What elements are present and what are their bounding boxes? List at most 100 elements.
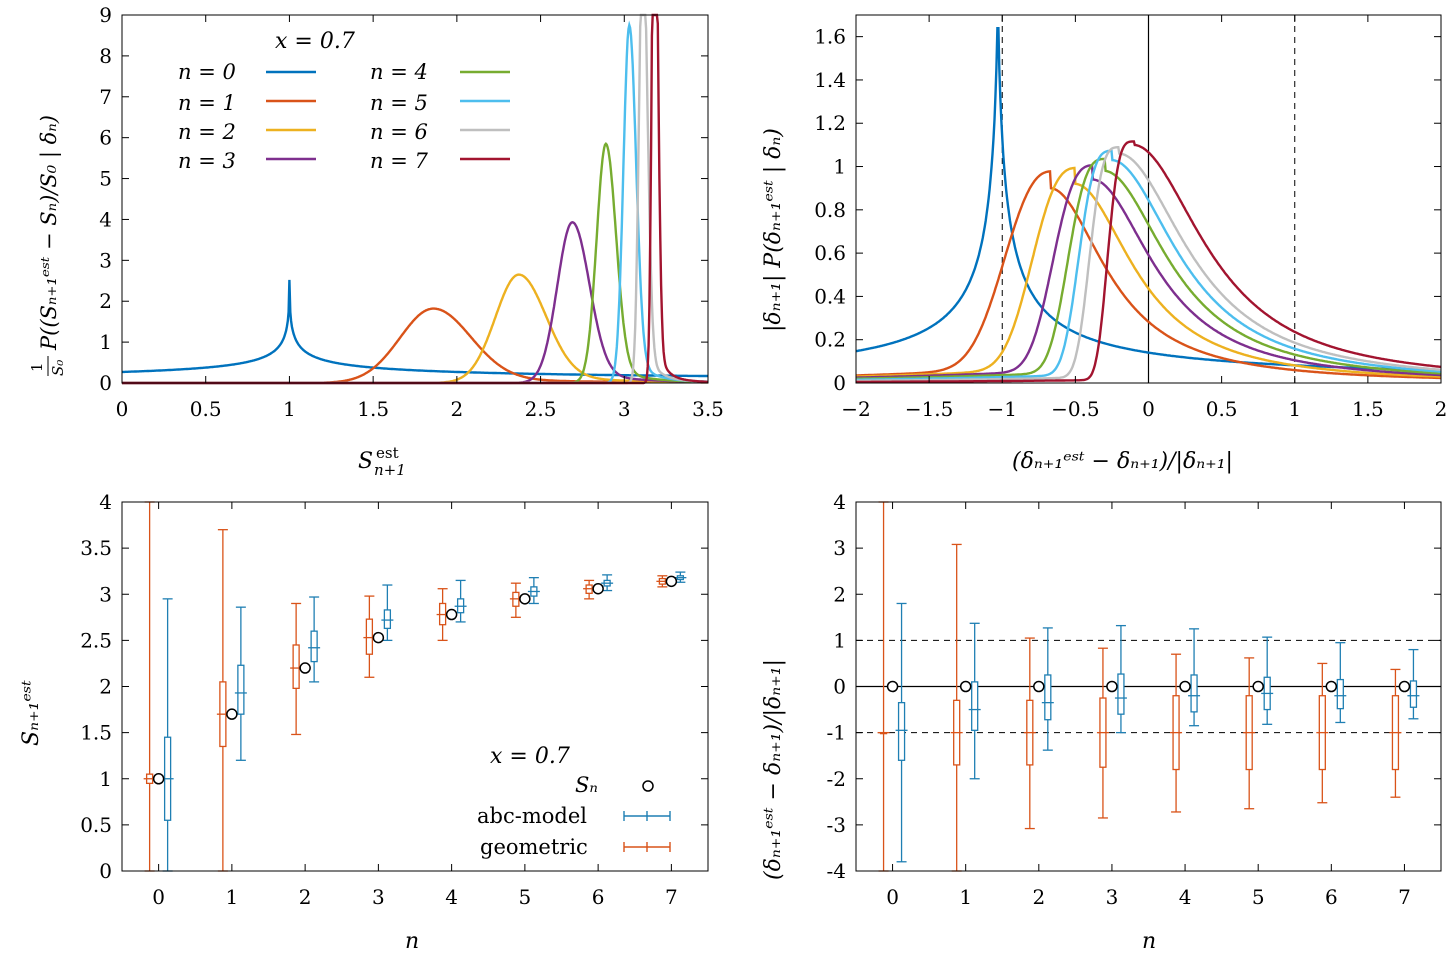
p1-ytick-label: 6 <box>99 126 112 150</box>
abc-model-box <box>383 609 392 630</box>
p4-ytick-label: -3 <box>827 813 846 837</box>
p2-xtick-label: −1.5 <box>905 397 954 421</box>
p2-xtick-label: 0 <box>1142 397 1155 421</box>
p4-ytick-label: 3 <box>833 536 846 560</box>
sn-marker <box>226 708 238 720</box>
panel-bottom-right: 0 1 2 3 4 5 6 7 -4 -3 -2 -1 0 1 2 3 4 n (δₙ₊₁ᵉˢᵗ − δₙ₊₁)… <box>761 490 1442 954</box>
p3-marks <box>143 501 687 872</box>
p3-legend-sn: Sₙ <box>575 773 598 797</box>
p1-legend-n7: n = 7 <box>370 149 428 173</box>
p2-curve-n2 <box>856 166 1442 378</box>
p3-xtick-label: 0 <box>152 885 165 909</box>
panel-bottom-left: 0 1 2 3 4 5 6 7 0 0.5 1 1.5 2 2.5 3 3.5 4 n Sₙ₊₁ᵉˢᵗ x = … <box>19 490 709 954</box>
p3-ytick-label: 1 <box>99 767 112 791</box>
p1-xlabel: S est n+1 <box>358 444 406 479</box>
sn-marker <box>592 582 604 595</box>
abc-model-box <box>897 701 906 761</box>
p2-ytick-label: 0.8 <box>814 198 846 222</box>
p3-ytick-label: 0 <box>99 859 112 883</box>
p3-ytick-label: 0.5 <box>80 813 112 837</box>
p4-xtick-label: 1 <box>959 885 972 909</box>
p4-ytick-label: 1 <box>833 628 846 652</box>
p3-ytick-label: 2 <box>99 675 112 699</box>
p1-ytick-label: 9 <box>99 3 112 27</box>
p4-xtick-label: 5 <box>1252 885 1265 909</box>
p2-xtick-label: −2 <box>841 397 870 421</box>
p1-ytick-label: 2 <box>99 289 112 313</box>
abc-model-box <box>1409 680 1418 708</box>
p1-ylabel: 1 S₀ P((Sₙ₊₁ᵉˢᵗ − Sₙ)/S₀ | δₙ) <box>28 115 67 376</box>
p1-ytick-label: 5 <box>99 167 112 191</box>
p1-legend-n3: n = 3 <box>178 149 236 173</box>
p1-legend-n6: n = 6 <box>370 120 428 144</box>
p1-annotation: x = 0.7 <box>275 29 355 54</box>
p2-xtick-label: 0.5 <box>1206 397 1238 421</box>
p3-xtick-label: 5 <box>519 885 532 909</box>
p4-xtick-label: 2 <box>1032 885 1045 909</box>
panel-top-left: 0 0.5 1 1.5 2 2.5 3 3.5 0 1 2 3 4 5 6 7 8 9 x = 0.7 n = 0… <box>28 3 724 479</box>
p4-ytick-label: 0 <box>833 675 846 699</box>
p1-legend-n5: n = 5 <box>370 91 428 115</box>
p1-ylabel-text: P((Sₙ₊₁ᵉˢᵗ − Sₙ)/S₀ | δₙ) <box>37 115 62 351</box>
p1-xtick-label: 2 <box>450 397 463 421</box>
p3-xtick-label: 1 <box>226 885 239 909</box>
p3-legend-abc: abc-model <box>477 804 587 828</box>
p1-ytick-label: 0 <box>99 371 112 395</box>
p3-xtick-label: 2 <box>299 885 312 909</box>
abc-model-box <box>310 630 318 663</box>
p1-ytick-label: 4 <box>99 207 112 231</box>
p2-ylabel: |δₙ₊₁| P(δₙ₊₁ᵉˢᵗ | δₙ) <box>761 128 786 332</box>
abc-model-box <box>971 681 979 731</box>
p1-xtick-label: 0 <box>116 397 129 421</box>
p2-curves <box>855 15 1442 384</box>
p4-ylabel: (δₙ₊₁ᵉˢᵗ − δₙ₊₁)/|δₙ₊₁| <box>761 659 786 880</box>
p4-xtick-label: 6 <box>1325 885 1338 909</box>
p2-ytick-label: 1.4 <box>814 68 846 92</box>
p3-frame <box>121 501 709 872</box>
p3-ytick-label: 2.5 <box>80 628 112 652</box>
sn-marker <box>1033 680 1045 693</box>
p4-xtick-label: 3 <box>1106 885 1119 909</box>
p2-xtick-label: 1.5 <box>1352 397 1384 421</box>
p1-xtick-label: 3 <box>618 397 631 421</box>
p2-ytick-label: 0.2 <box>814 328 846 352</box>
p1-curve-n1 <box>122 307 708 385</box>
p3-legend-marks <box>623 780 671 852</box>
sn-marker <box>1398 680 1411 693</box>
p3-annotation: x = 0.7 <box>490 744 570 769</box>
sn-marker <box>886 680 899 693</box>
p2-curve-n6 <box>856 145 1442 382</box>
abc-model-box <box>1336 678 1344 710</box>
p2-curve-n3 <box>856 163 1442 379</box>
p4-ytick-label: -1 <box>827 721 846 745</box>
p4-xtick-label: 0 <box>886 885 899 909</box>
p3-xlabel: n <box>405 929 419 954</box>
p2-xtick-label: 2 <box>1435 397 1448 421</box>
p1-ytick-label: 7 <box>99 85 112 109</box>
abc-model-box <box>237 664 245 715</box>
p3-ytick-label: 3 <box>99 582 112 606</box>
p4-marks <box>856 501 1441 872</box>
sn-marker <box>959 680 972 693</box>
p4-ytick-label: -4 <box>827 859 846 883</box>
sn-marker <box>299 662 311 674</box>
p2-ytick-label: 1.2 <box>814 111 846 135</box>
p3-xtick-label: 6 <box>592 885 605 909</box>
p1-legend-n4: n = 4 <box>370 60 428 84</box>
p1-ylabel-frac-den: S₀ <box>49 360 67 376</box>
sn-marker <box>152 773 165 785</box>
p4-xtick-label: 4 <box>1179 885 1192 909</box>
p1-ytick-label: 8 <box>99 44 112 68</box>
p1-ylabel-frac-num: 1 <box>28 362 46 372</box>
p3-ytick-label: 4 <box>99 490 112 514</box>
p1-xtick-label: 1 <box>283 397 296 421</box>
p1-curve-n0 <box>121 279 708 378</box>
p3-legend: Sₙ abc-model geometric <box>477 773 671 859</box>
p3-xtick-label: 4 <box>445 885 458 909</box>
p2-curve-n7 <box>856 140 1442 384</box>
p4-ytick-label: 2 <box>833 582 846 606</box>
abc-model-box <box>1044 674 1052 721</box>
sn-marker <box>665 575 678 588</box>
p3-ytick-label: 3.5 <box>80 536 112 560</box>
